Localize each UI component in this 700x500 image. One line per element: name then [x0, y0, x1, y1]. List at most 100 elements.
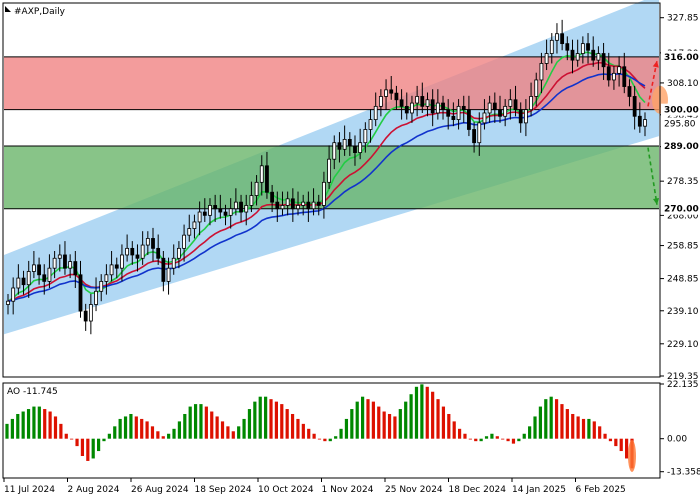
level-label: 300.00	[664, 106, 699, 116]
candles	[6, 19, 647, 335]
symbol-triangle-icon	[5, 6, 11, 12]
candle-body	[88, 304, 93, 322]
ao-bar	[355, 401, 359, 439]
candle	[529, 82, 533, 117]
x-tick-label: 25 Nov 2024	[385, 485, 443, 495]
candle-body	[477, 122, 482, 144]
candle	[21, 270, 26, 295]
ao-bar	[210, 411, 214, 439]
ao-bar	[156, 431, 160, 439]
candle	[47, 254, 52, 288]
support-zone	[4, 145, 659, 209]
candle	[518, 102, 523, 133]
candle	[280, 191, 285, 216]
ao-bar	[43, 409, 47, 439]
candle	[503, 99, 508, 127]
candle-body	[6, 300, 10, 305]
y-tick-label: 308.10	[667, 79, 699, 89]
ao-bar	[425, 386, 429, 439]
main-price-pane: #AXP,Daily 327.85317.20308.10298.45288.8…	[2, 0, 699, 382]
candle-body	[47, 267, 52, 282]
candle	[327, 145, 331, 189]
level-label: 270.00	[664, 205, 699, 215]
candle-body	[373, 105, 378, 120]
candle	[233, 188, 238, 216]
candle	[627, 79, 632, 107]
candle	[275, 191, 280, 222]
ao-bar	[102, 438, 106, 442]
candle-body	[425, 99, 430, 107]
candle-body	[363, 129, 368, 144]
ao-bar	[258, 396, 262, 439]
price-marker-label: 295.80	[664, 120, 696, 130]
candle	[223, 204, 228, 226]
y-tick-label: 229.10	[667, 340, 699, 350]
candle-body	[523, 109, 528, 124]
ao-bar	[398, 409, 402, 439]
ao-bar	[554, 399, 559, 439]
candle	[145, 231, 150, 255]
candle-body	[78, 274, 83, 312]
ao-bar	[441, 406, 446, 439]
candle-body	[21, 277, 26, 286]
ao-bar	[242, 418, 246, 439]
candle-body	[151, 238, 155, 249]
candle-body	[280, 205, 285, 210]
candle	[451, 102, 456, 127]
candle	[492, 92, 497, 123]
candle-body	[290, 198, 295, 210]
candle	[140, 231, 145, 265]
x-tick-label: 1 Nov 2024	[322, 485, 374, 495]
down-forecast-arrow-line	[647, 147, 658, 205]
ao-bar	[48, 411, 52, 439]
candle-body	[99, 280, 104, 292]
ao-bar	[366, 399, 370, 439]
candle-body	[446, 109, 451, 117]
blue-indicator-line	[7, 72, 646, 302]
ao-bar	[134, 416, 138, 439]
candle	[83, 303, 88, 331]
candle	[580, 36, 585, 64]
candle-body	[617, 66, 622, 74]
candle	[249, 181, 254, 213]
candle-body	[461, 105, 466, 111]
ao-bar	[565, 409, 569, 439]
candle-body	[601, 53, 606, 68]
candle-body	[586, 43, 590, 51]
candle-body	[197, 211, 202, 223]
candle-body	[177, 247, 181, 259]
candle	[197, 201, 202, 236]
candle	[575, 39, 580, 67]
ao-bar	[312, 433, 316, 439]
candle-body	[643, 119, 647, 127]
candle-body	[399, 99, 404, 107]
candle	[410, 95, 414, 123]
ao-bar	[290, 413, 295, 439]
candle	[78, 260, 83, 318]
ao-bar	[150, 426, 155, 439]
price-marker-box	[661, 117, 699, 130]
candle-body	[156, 247, 161, 259]
candle-body	[145, 238, 150, 246]
candle-body	[202, 211, 207, 216]
candle-body	[301, 201, 306, 206]
ao-y-tick-label: 22.135	[667, 380, 699, 390]
candle-body	[337, 142, 342, 150]
ao-bar	[344, 418, 349, 439]
y-tick-label: 298.45	[667, 111, 699, 121]
candle	[322, 171, 326, 219]
candle-body	[435, 102, 440, 114]
candle-body	[208, 205, 212, 216]
candle	[130, 241, 135, 265]
ao-bar	[129, 413, 133, 439]
ao-bar	[53, 416, 58, 439]
ao-bar	[247, 409, 252, 439]
candle	[363, 122, 368, 153]
candle	[26, 260, 31, 298]
candle	[565, 36, 570, 61]
ao-bar	[5, 423, 9, 439]
candle-body	[513, 99, 518, 111]
candle-body	[171, 257, 176, 269]
y-tick-label: 248.85	[667, 275, 699, 285]
y-tick-label: 327.85	[667, 14, 699, 24]
